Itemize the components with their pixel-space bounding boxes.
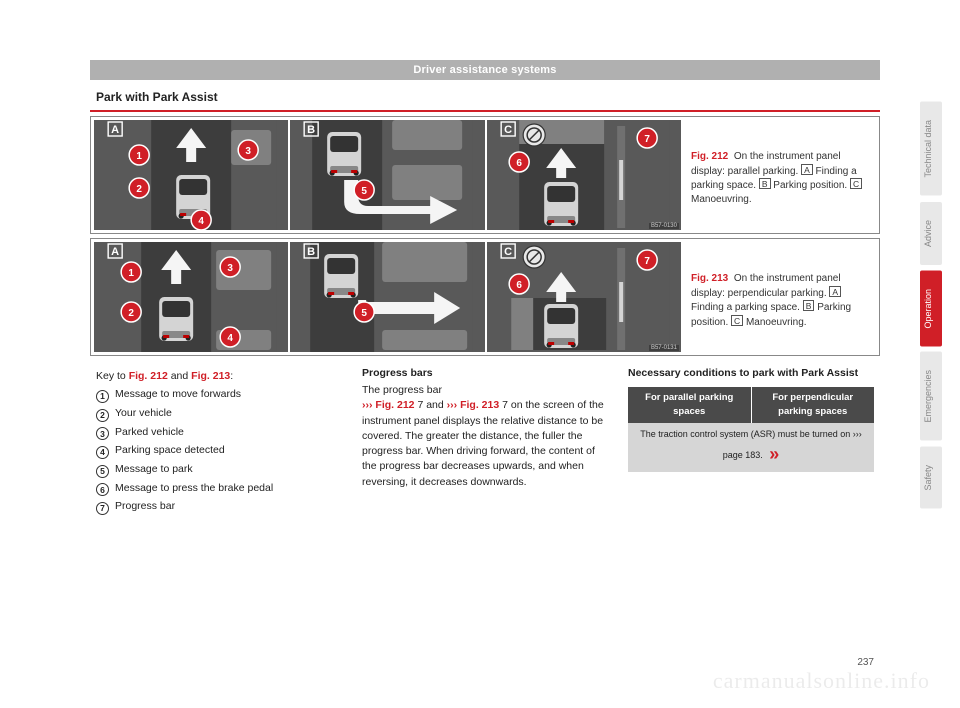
svg-text:5: 5 xyxy=(362,186,368,197)
svg-text:5: 5 xyxy=(362,308,368,319)
tab-emergencies[interactable]: Emergencies xyxy=(920,352,942,441)
fig212-caption: Fig. 212 On the instrument panel display… xyxy=(681,120,876,230)
page-number: 237 xyxy=(857,657,874,668)
svg-text:3: 3 xyxy=(245,146,251,157)
fig213-panel-c: C 6 7 B57-0131 xyxy=(487,242,681,352)
svg-text:C: C xyxy=(504,124,512,136)
svg-text:4: 4 xyxy=(198,216,204,227)
svg-text:7: 7 xyxy=(644,256,650,267)
progress-column: Progress bars The progress bar ››› Fig. … xyxy=(362,366,608,518)
fig213-panel-a: A 1 2 3 4 xyxy=(94,242,288,352)
svg-text:6: 6 xyxy=(516,158,522,169)
section-title: Park with Park Assist xyxy=(90,80,880,112)
svg-text:1: 1 xyxy=(128,268,134,279)
tab-advice[interactable]: Advice xyxy=(920,202,942,265)
figure-213: A 1 2 3 4 xyxy=(90,238,880,356)
svg-text:B: B xyxy=(308,124,316,136)
fig213-caption: Fig. 213 On the instrument panel display… xyxy=(681,242,876,352)
continuation-icon: » xyxy=(769,444,779,464)
svg-text:4: 4 xyxy=(227,333,233,344)
svg-text:6: 6 xyxy=(516,280,522,291)
tab-safety[interactable]: Safety xyxy=(920,447,942,509)
side-tabs: Technical data Advice Operation Emergenc… xyxy=(920,102,942,508)
conditions-table: For parallel parking spaces For perpendi… xyxy=(628,387,874,472)
svg-text:A: A xyxy=(111,246,119,258)
svg-text:2: 2 xyxy=(136,184,142,195)
tab-technical-data[interactable]: Technical data xyxy=(920,102,942,196)
svg-text:3: 3 xyxy=(227,263,233,274)
fig213-panel-b: B 5 xyxy=(290,242,484,352)
svg-text:2: 2 xyxy=(128,308,134,319)
fig212-panel-a: A 1 2 3 4 xyxy=(94,120,288,230)
tab-operation[interactable]: Operation xyxy=(920,271,942,347)
key-column: Key to Fig. 212 and Fig. 213: 1Message t… xyxy=(96,366,342,518)
manual-page: Driver assistance systems Park with Park… xyxy=(90,60,880,660)
conditions-column: Necessary conditions to park with Park A… xyxy=(628,366,874,518)
svg-text:A: A xyxy=(111,124,119,136)
svg-text:B: B xyxy=(308,246,316,258)
watermark: carmanualsonline.info xyxy=(713,668,930,694)
fig212-image-id: B57-0130 xyxy=(649,223,679,229)
figure-212: A 1 2 3 4 xyxy=(90,116,880,234)
svg-text:7: 7 xyxy=(644,134,650,145)
svg-text:1: 1 xyxy=(136,151,142,162)
fig212-panel-c: C 6 7 B57-0130 xyxy=(487,120,681,230)
fig213-image-id: B57-0131 xyxy=(649,345,679,351)
svg-text:C: C xyxy=(504,246,512,258)
fig212-panel-b: B 5 xyxy=(290,120,484,230)
chapter-header: Driver assistance systems xyxy=(90,60,880,80)
